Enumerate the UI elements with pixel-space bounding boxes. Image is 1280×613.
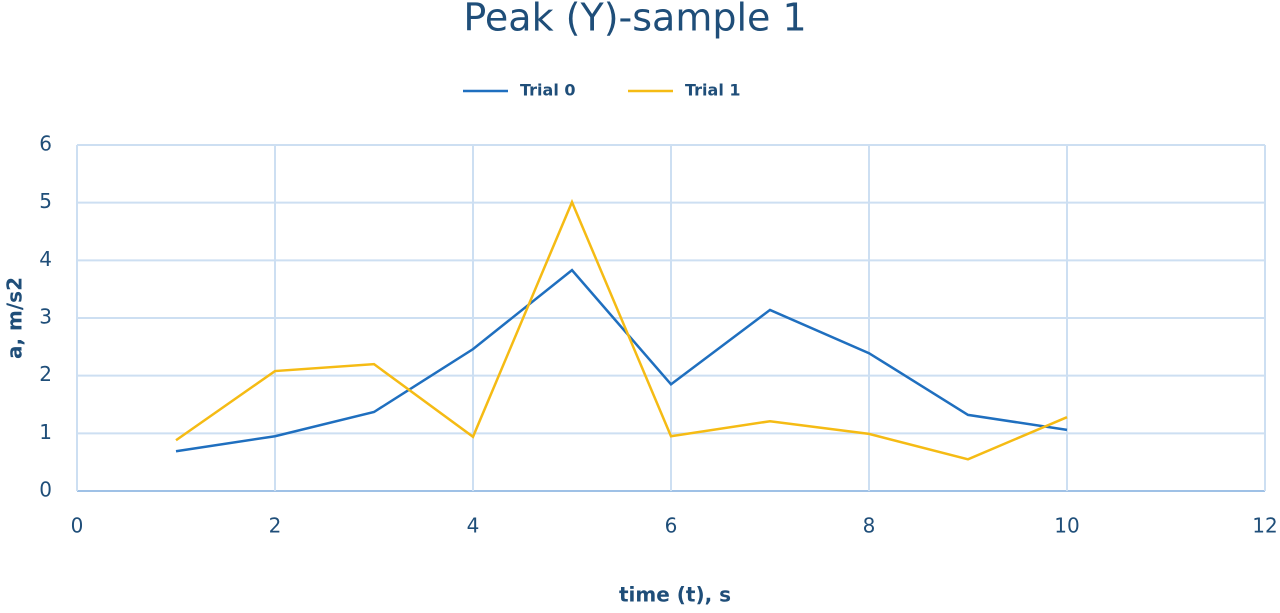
y-tick-label: 1	[39, 420, 52, 444]
x-tick-label: 8	[863, 514, 876, 538]
x-tick-label: 0	[71, 514, 84, 538]
x-tick-label: 10	[1054, 514, 1079, 538]
y-tick-label: 3	[39, 305, 52, 329]
x-tick-label: 6	[665, 514, 678, 538]
y-axis-label: a, m/s2	[3, 277, 27, 359]
x-axis-label: time (t), s	[619, 583, 731, 607]
x-tick-label: 12	[1252, 514, 1277, 538]
chart-title: Peak (Y)-sample 1	[463, 0, 806, 40]
legend: Trial 0 Trial 1	[463, 81, 741, 100]
y-tick-label: 6	[39, 132, 52, 156]
x-tick-label: 4	[467, 514, 480, 538]
legend-label: Trial 1	[685, 81, 741, 100]
legend-label: Trial 0	[520, 81, 576, 100]
y-tick-label: 5	[39, 189, 52, 213]
y-tick-label: 0	[39, 478, 52, 502]
x-tick-label: 2	[269, 514, 282, 538]
y-tick-label: 4	[39, 247, 52, 271]
line	[175, 198, 1068, 461]
y-tick-label: 2	[39, 362, 52, 386]
line	[175, 268, 1068, 453]
